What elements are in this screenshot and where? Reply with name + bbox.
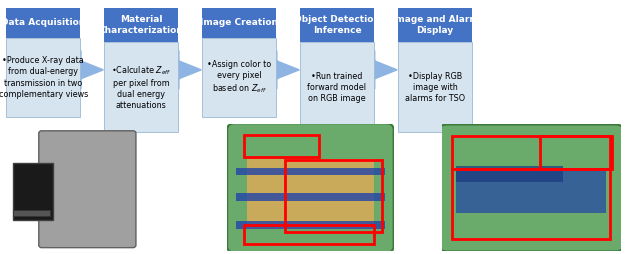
FancyBboxPatch shape <box>227 123 394 253</box>
Text: •Produce X-ray data
from dual-energy
transmission in two
complementary views: •Produce X-ray data from dual-energy tra… <box>0 56 88 99</box>
FancyBboxPatch shape <box>39 131 136 248</box>
FancyBboxPatch shape <box>202 8 276 38</box>
Text: Material
Characterization: Material Characterization <box>99 15 184 35</box>
FancyBboxPatch shape <box>6 8 80 38</box>
FancyBboxPatch shape <box>6 38 80 117</box>
Text: •Run trained
forward model
on RGB image: •Run trained forward model on RGB image <box>307 72 367 103</box>
Text: Data Acquisition: Data Acquisition <box>1 18 85 27</box>
Text: Image and Alarm
Display: Image and Alarm Display <box>392 15 478 35</box>
FancyBboxPatch shape <box>398 8 472 42</box>
FancyBboxPatch shape <box>13 210 50 216</box>
FancyBboxPatch shape <box>440 124 623 251</box>
FancyBboxPatch shape <box>247 159 374 229</box>
FancyBboxPatch shape <box>456 169 607 213</box>
FancyBboxPatch shape <box>13 163 53 220</box>
FancyBboxPatch shape <box>202 38 276 117</box>
FancyBboxPatch shape <box>236 168 385 175</box>
FancyBboxPatch shape <box>104 8 178 42</box>
FancyBboxPatch shape <box>456 166 563 182</box>
Text: •Assign color to
every pixel
based on $Z_{eff}$: •Assign color to every pixel based on $Z… <box>207 60 271 95</box>
FancyBboxPatch shape <box>300 8 374 42</box>
FancyBboxPatch shape <box>236 221 385 229</box>
FancyBboxPatch shape <box>300 42 374 132</box>
FancyBboxPatch shape <box>104 42 178 132</box>
Text: •Calculate $Z_{eff}$
per pixel from
dual energy
attenuations: •Calculate $Z_{eff}$ per pixel from dual… <box>111 64 172 110</box>
Polygon shape <box>55 51 103 89</box>
Polygon shape <box>251 51 299 89</box>
Text: Object Detection
Inference: Object Detection Inference <box>294 15 380 35</box>
FancyBboxPatch shape <box>398 42 472 132</box>
Text: •Display RGB
image with
alarms for TSO: •Display RGB image with alarms for TSO <box>405 72 465 103</box>
FancyBboxPatch shape <box>236 193 385 201</box>
Polygon shape <box>349 51 397 89</box>
Text: Image Creation: Image Creation <box>200 18 278 27</box>
Polygon shape <box>153 51 201 89</box>
